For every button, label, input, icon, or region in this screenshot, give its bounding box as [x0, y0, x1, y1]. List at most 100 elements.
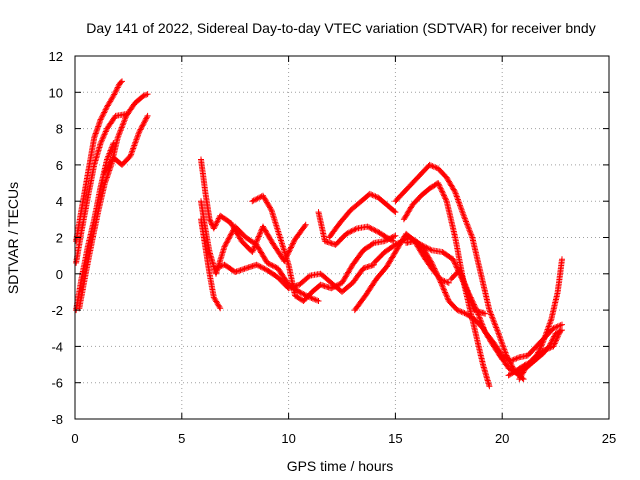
series-track-11 — [315, 209, 397, 248]
data-point — [256, 194, 262, 201]
data-point — [329, 284, 336, 291]
x-tick-label: 5 — [178, 431, 185, 446]
data-point — [392, 232, 399, 239]
data-point — [434, 272, 441, 279]
data-point — [343, 230, 350, 237]
data-point — [112, 88, 119, 95]
series-track-12 — [326, 190, 399, 241]
data-point — [366, 190, 373, 197]
data-point — [141, 92, 148, 99]
data-point — [331, 284, 337, 290]
data-point — [499, 342, 506, 349]
data-point — [117, 79, 124, 86]
data-point — [556, 330, 563, 337]
data-point — [474, 308, 481, 315]
data-point — [461, 214, 468, 221]
series-track-18 — [447, 267, 565, 364]
data-point — [537, 344, 544, 350]
data-point — [127, 152, 134, 159]
data-point — [107, 147, 114, 154]
data-point — [290, 239, 297, 245]
data-point — [445, 279, 452, 286]
series-track-10 — [249, 192, 399, 304]
data-point — [398, 238, 405, 245]
chart-title: Day 141 of 2022, Sidereal Day-to-day VTE… — [86, 20, 595, 36]
data-point — [328, 285, 335, 292]
data-point — [143, 115, 150, 122]
x-tick-label: 20 — [495, 431, 509, 446]
data-point — [509, 357, 516, 364]
data-point — [468, 295, 475, 302]
data-point — [315, 298, 322, 304]
data-point — [119, 78, 125, 85]
data-point — [546, 345, 553, 352]
data-point — [543, 329, 550, 336]
data-point — [250, 197, 257, 204]
data-point — [432, 266, 438, 273]
data-point — [553, 336, 560, 343]
data-point — [287, 245, 294, 252]
data-point — [488, 311, 495, 318]
series-track-9 — [213, 261, 377, 295]
y-tick-label: 12 — [49, 49, 63, 64]
data-point — [439, 189, 446, 196]
data-point — [459, 275, 466, 282]
data-point — [221, 243, 228, 250]
data-point — [98, 137, 105, 144]
data-point — [539, 341, 546, 348]
data-point — [452, 260, 458, 267]
data-point — [253, 196, 260, 203]
data-point — [352, 226, 359, 233]
data-point — [101, 109, 108, 116]
data-point — [443, 278, 449, 285]
data-point — [397, 238, 404, 245]
data-point — [391, 233, 398, 240]
data-point — [476, 314, 483, 321]
data-point — [540, 347, 547, 354]
x-tick-label: 0 — [71, 431, 78, 446]
data-point — [443, 292, 450, 299]
data-point — [436, 276, 443, 283]
data-point — [538, 342, 545, 349]
data-point — [254, 236, 261, 243]
data-point — [444, 295, 451, 302]
data-point — [297, 289, 304, 296]
data-point — [472, 305, 479, 312]
data-point — [102, 106, 109, 113]
data-point — [493, 326, 500, 332]
data-point — [432, 164, 439, 171]
y-tick-label: -6 — [51, 376, 63, 391]
data-point — [478, 320, 485, 327]
data-point — [133, 135, 140, 142]
data-point — [469, 297, 475, 304]
data-point — [212, 222, 219, 229]
data-point — [116, 130, 123, 137]
data-point — [140, 92, 147, 99]
data-point — [136, 129, 143, 136]
data-point — [137, 126, 144, 133]
data-point — [225, 236, 232, 243]
data-point — [429, 163, 436, 170]
data-point — [435, 181, 442, 188]
data-point — [392, 209, 399, 216]
series-track-8 — [198, 216, 224, 312]
data-point — [255, 234, 262, 241]
data-point — [138, 125, 145, 132]
data-point — [230, 227, 237, 234]
data-point — [252, 196, 258, 203]
data-point — [457, 270, 464, 277]
x-tick-label: 25 — [602, 431, 616, 446]
data-point — [113, 87, 120, 94]
data-point — [227, 232, 234, 239]
series-track-16 — [400, 180, 493, 390]
data-point — [387, 236, 394, 243]
data-point — [479, 323, 486, 330]
data-point — [267, 206, 274, 212]
data-point — [492, 323, 499, 330]
data-point — [207, 217, 214, 224]
data-point — [556, 328, 563, 335]
data-point — [486, 383, 493, 390]
data-point — [390, 238, 397, 245]
data-point — [288, 244, 294, 251]
data-point — [332, 283, 339, 290]
